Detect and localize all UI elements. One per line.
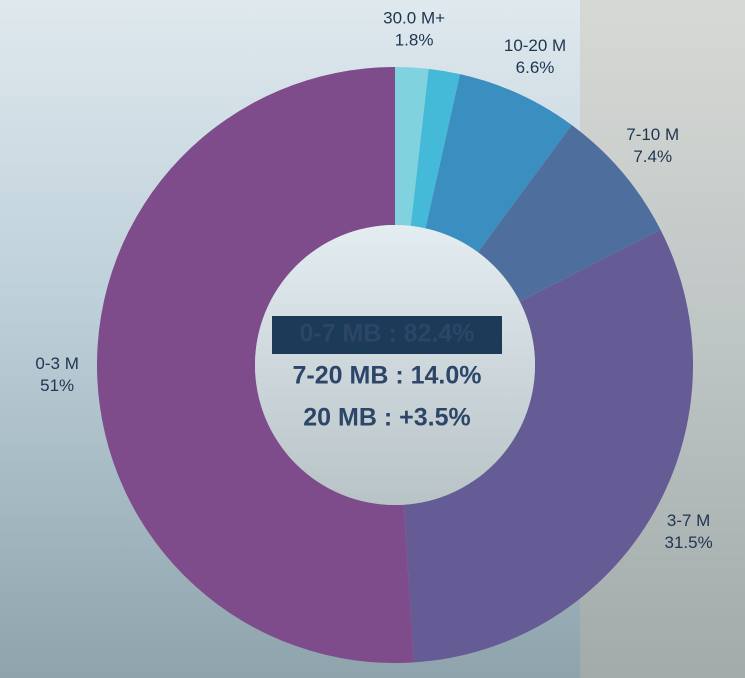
slice-label: 7-10 M xyxy=(626,125,679,144)
center-text: 20 MB : +3.5% xyxy=(303,404,470,432)
slice-value: 7.4% xyxy=(633,147,672,166)
center-text: 0-7 MB : 82.4% xyxy=(299,320,474,348)
slice-label: 0-3 M xyxy=(35,354,78,373)
slice-value: 6.6% xyxy=(516,58,555,77)
center-text: 7-20 MB : 14.0% xyxy=(293,362,482,390)
chart: 0-7 MB : 82.4% 7-20 MB : 14.0% 20 MB : +3.… xyxy=(0,0,745,678)
slice-value: 1.8% xyxy=(395,30,434,49)
slice-label: 10-20 M xyxy=(504,36,566,55)
slice-label: 30.0 M+ xyxy=(383,8,445,27)
slice-label: 3-7 M xyxy=(667,511,710,530)
slice-value: 31.5% xyxy=(664,533,712,552)
slice-value: 51% xyxy=(40,376,74,395)
